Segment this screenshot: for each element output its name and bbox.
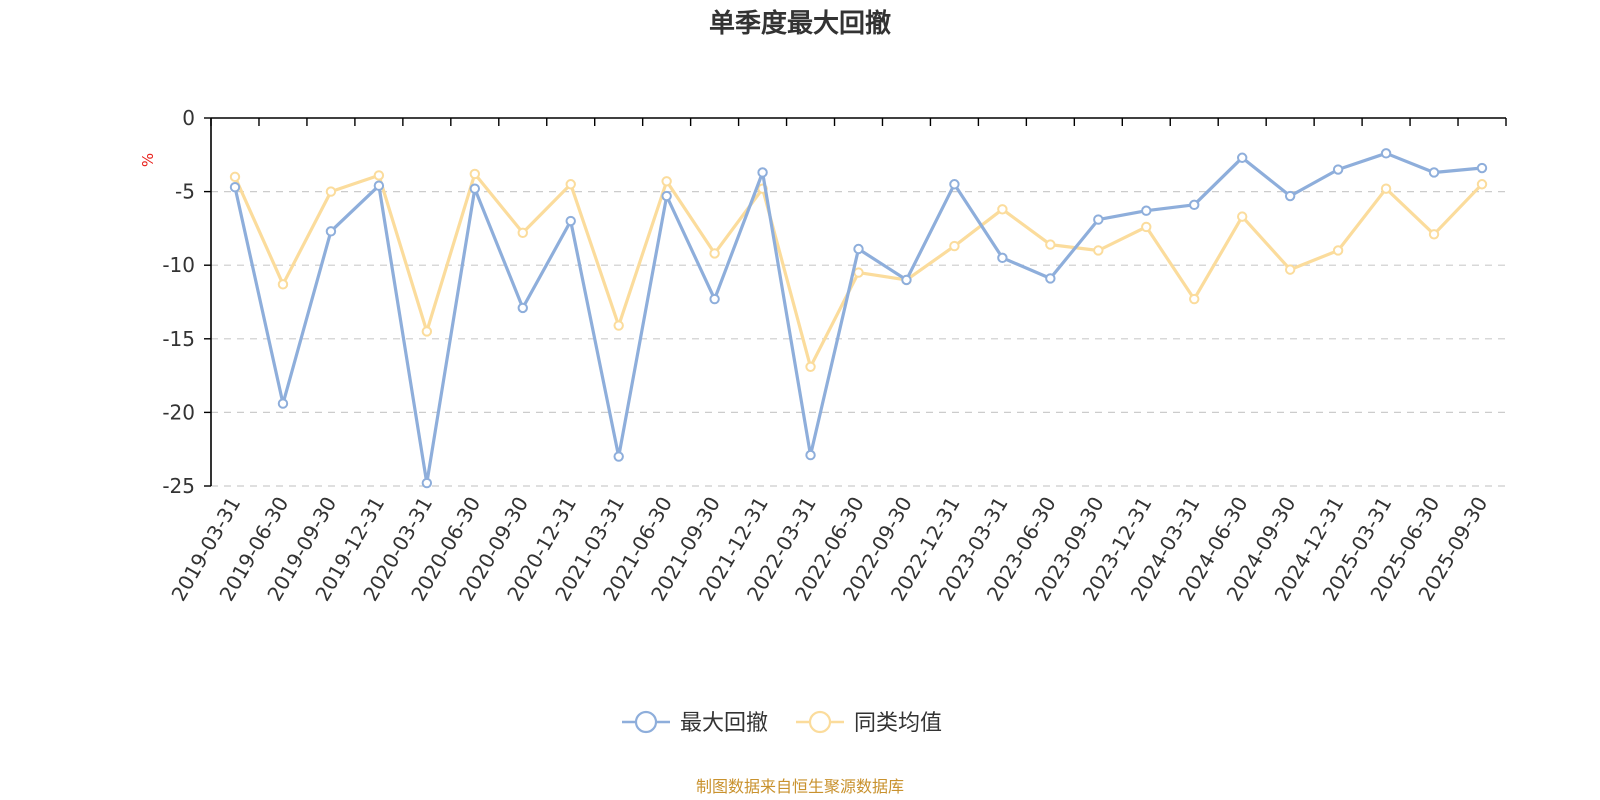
data-point (1332, 164, 1344, 175)
data-point (661, 176, 672, 187)
data-point (1093, 245, 1104, 256)
legend-label-0: 最大回撤 (680, 711, 768, 736)
data-point (661, 190, 672, 202)
data-point (1380, 183, 1392, 194)
grid-lines (211, 191, 1506, 487)
data-point (1428, 229, 1440, 240)
data-point (901, 274, 912, 286)
data-point (613, 320, 624, 331)
y-tick-label: -20 (162, 400, 195, 424)
data-point (709, 293, 720, 305)
data-point (1236, 152, 1248, 163)
data-point (229, 181, 241, 193)
data-source-note: 制图数据来自恒生聚源数据库 (696, 777, 904, 796)
y-axis-unit: % (139, 153, 157, 167)
data-point (1141, 205, 1152, 216)
data-point (1093, 214, 1104, 225)
data-point (517, 227, 528, 239)
data-point (325, 226, 337, 237)
series-layer (229, 148, 1488, 489)
data-point (1045, 273, 1056, 284)
legend-marker-1 (808, 710, 832, 734)
data-point (1428, 167, 1440, 178)
y-tick-label: -5 (175, 180, 195, 204)
data-point (373, 180, 385, 191)
data-point (325, 186, 337, 197)
data-point (469, 168, 481, 180)
legend-label-1: 同类均值 (854, 711, 942, 736)
data-point (1189, 293, 1200, 305)
data-point (277, 398, 289, 409)
data-point (469, 183, 481, 194)
y-tick-label: -10 (162, 253, 195, 277)
data-point (421, 477, 433, 489)
data-point (1045, 239, 1056, 250)
data-point (997, 204, 1008, 215)
data-point (853, 267, 864, 278)
data-point (517, 302, 528, 314)
data-point (1189, 199, 1200, 211)
legend: 最大回撤 同类均值 (622, 710, 942, 736)
y-tick-label: -15 (162, 327, 195, 351)
data-point (1284, 190, 1296, 202)
data-point (565, 215, 576, 227)
data-point (277, 279, 289, 290)
data-point (1284, 264, 1296, 275)
data-point (1476, 179, 1488, 190)
data-point (613, 451, 624, 462)
data-point (949, 179, 960, 190)
legend-marker-0 (634, 710, 658, 734)
data-point (229, 171, 241, 183)
data-point (1380, 148, 1392, 159)
data-point (1332, 245, 1344, 256)
data-point (373, 170, 385, 181)
data-point (997, 252, 1008, 264)
data-point (565, 179, 576, 190)
data-point (1476, 162, 1488, 174)
data-point (949, 240, 960, 252)
data-point (421, 326, 433, 337)
data-point (853, 243, 864, 255)
data-point (1141, 221, 1152, 233)
y-tick-label: 0 (182, 106, 195, 130)
data-point (709, 248, 720, 259)
chart-title: 单季度最大回撤 (709, 8, 891, 39)
y-tick-label: -25 (162, 474, 195, 498)
data-point (757, 167, 768, 178)
data-point (805, 449, 816, 461)
data-point (1236, 211, 1248, 222)
data-point (805, 361, 816, 372)
